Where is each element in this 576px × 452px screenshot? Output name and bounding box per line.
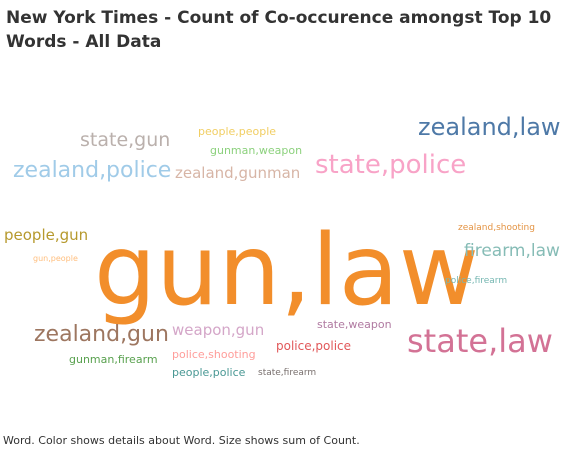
word-zealand-police[interactable]: zealand,police	[13, 158, 171, 183]
chart-title: New York Times - Count of Co-occurence a…	[6, 8, 552, 52]
word-zealand-gunman[interactable]: zealand,gunman	[175, 164, 300, 182]
word-weapon-gun[interactable]: weapon,gun	[172, 321, 264, 339]
word-gunman-weapon[interactable]: gunman,weapon	[210, 144, 302, 157]
word-firearm-law[interactable]: firearm,law	[464, 241, 560, 261]
word-zealand-shooting[interactable]: zealand,shooting	[458, 223, 535, 233]
word-state-gun[interactable]: state,gun	[80, 129, 170, 151]
word-gun-law[interactable]: gun,law	[94, 214, 479, 328]
word-zealand-gun[interactable]: zealand,gun	[34, 322, 169, 347]
word-state-firearm[interactable]: state,firearm	[258, 368, 316, 378]
word-state-police[interactable]: state,police	[315, 150, 466, 180]
word-zealand-law[interactable]: zealand,law	[418, 113, 561, 141]
word-people-gun[interactable]: people,gun	[4, 226, 88, 244]
word-gun-people[interactable]: gun,people	[33, 254, 78, 263]
word-state-law[interactable]: state,law	[407, 322, 553, 360]
word-police-police[interactable]: police,police	[276, 339, 351, 353]
word-police-shooting[interactable]: police,shooting	[172, 348, 256, 361]
word-people-police[interactable]: people,police	[172, 366, 246, 379]
chart-caption: Word. Color shows details about Word. Si…	[3, 434, 360, 447]
word-state-weapon[interactable]: state,weapon	[317, 318, 392, 331]
word-gunman-firearm[interactable]: gunman,firearm	[69, 353, 158, 366]
word-police-firearm[interactable]: police,firearm	[445, 276, 507, 286]
word-people-people[interactable]: people,people	[198, 125, 276, 138]
